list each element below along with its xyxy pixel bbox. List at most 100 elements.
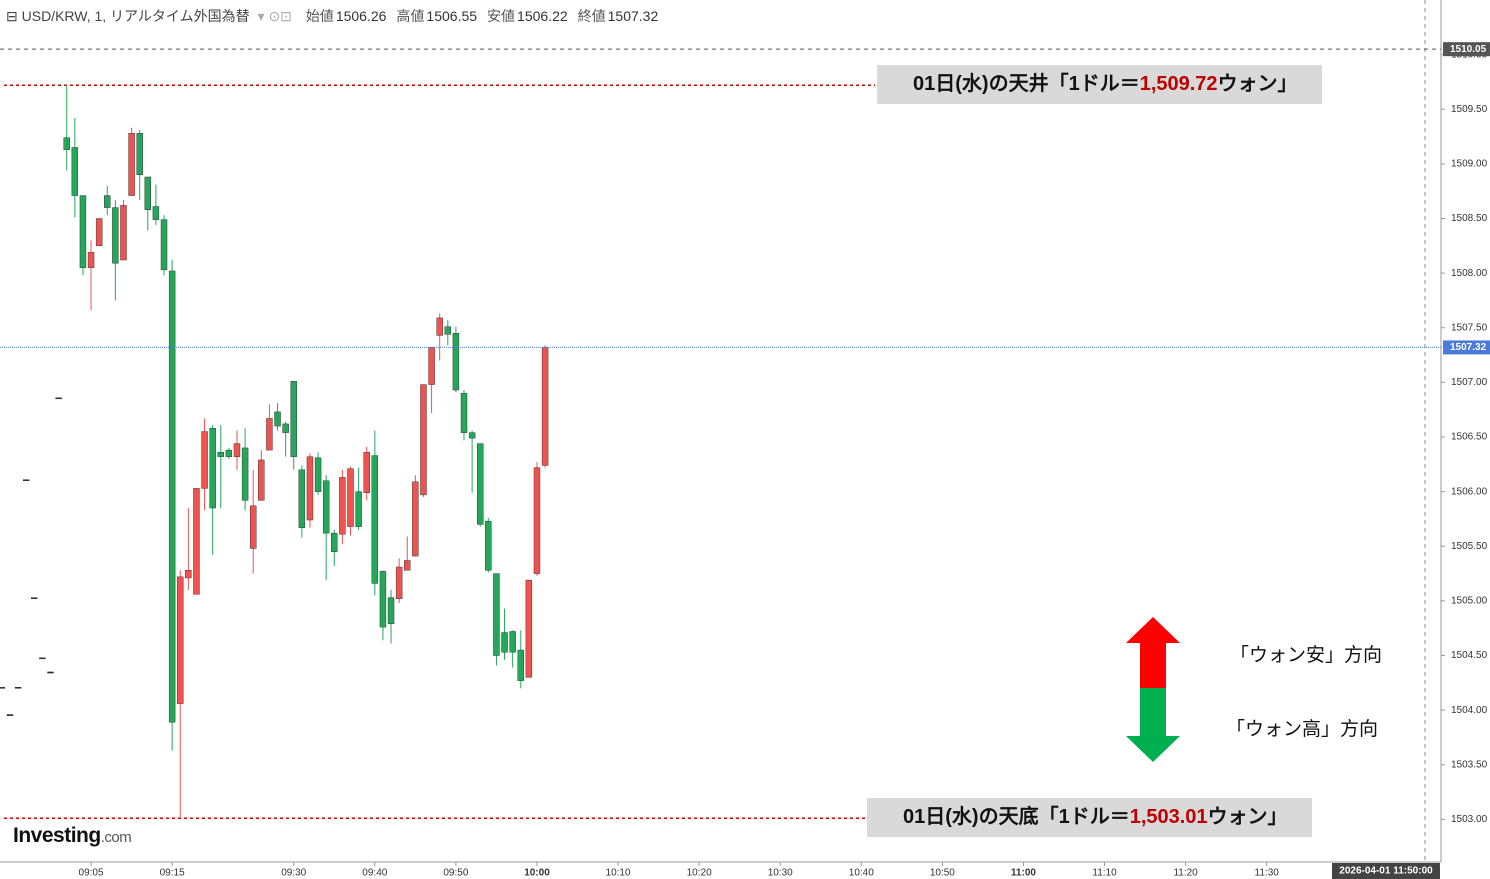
candle-body xyxy=(95,218,103,247)
candle-body xyxy=(22,479,30,482)
candle-body xyxy=(444,326,451,335)
candle-body xyxy=(460,393,468,433)
y-tick-label: 1506.50 xyxy=(1451,432,1488,443)
candle-body xyxy=(177,576,184,704)
candle-body xyxy=(306,456,314,521)
candle-body xyxy=(209,428,216,509)
ohlc-fields: 始値 1506.26 高値 1506.55 安値 1506.22 終値 1507.32 xyxy=(306,8,668,24)
candle-body xyxy=(420,384,427,496)
candle-body xyxy=(258,459,265,501)
candle-body xyxy=(6,714,14,716)
candle-body xyxy=(314,457,322,492)
field-value: 1506.55 xyxy=(426,8,478,24)
candle-body xyxy=(533,467,541,574)
price-marker-box xyxy=(1443,42,1490,57)
candle-body xyxy=(112,207,119,264)
field-value: 1506.22 xyxy=(517,8,568,24)
symbol: USD/KRW, 1, リアルタイム外国為替 xyxy=(21,8,250,24)
candle-body xyxy=(185,570,192,579)
field-value: 1507.32 xyxy=(607,8,659,24)
x-tick-label: 10:30 xyxy=(768,868,793,879)
x-tick-label: 10:50 xyxy=(930,868,955,879)
candle-body xyxy=(395,566,403,599)
candle-body xyxy=(0,686,6,689)
annotation-text: ウォン」 xyxy=(1207,806,1288,829)
candle-body xyxy=(347,468,354,527)
price-marker-label: 1510.05 xyxy=(1450,44,1487,55)
y-tick-label: 1507.00 xyxy=(1451,377,1488,388)
time-marker-label: 2026-04-01 11:50:00 xyxy=(1339,866,1433,877)
collapse-icon[interactable]: ⊟ xyxy=(6,8,18,24)
annotation-text: 01日(水)の天底「1ドル＝ xyxy=(903,806,1130,829)
candle-body xyxy=(509,631,516,653)
logo-suffix: .com xyxy=(100,829,132,846)
annotation-box: 01日(水)の天井「1ドル＝1,509.72ウォン」 xyxy=(877,65,1322,105)
candle-body xyxy=(168,270,176,723)
candle-body xyxy=(379,571,387,628)
annotation-text: ウォン」 xyxy=(1217,73,1298,96)
candle-body xyxy=(193,488,200,595)
y-tick-label: 1504.50 xyxy=(1451,650,1488,661)
candle-body xyxy=(485,520,492,571)
y-tick-label: 1503.50 xyxy=(1451,759,1488,770)
candle-body xyxy=(144,176,152,210)
field-label: 始値 xyxy=(305,8,334,24)
candle-body xyxy=(339,477,346,535)
annotation-value: 1,509.72 xyxy=(1139,73,1218,96)
candle-body xyxy=(39,657,46,660)
candle-body xyxy=(14,686,22,689)
candle-body xyxy=(128,133,135,196)
x-tick-label: 11:20 xyxy=(1173,868,1198,879)
candle-body xyxy=(282,423,289,433)
candle-body xyxy=(136,133,143,176)
x-tick-label: 09:05 xyxy=(79,868,104,879)
y-tick-label: 1505.50 xyxy=(1451,541,1488,552)
time-marker-box xyxy=(1332,863,1440,879)
candle-body xyxy=(274,411,281,427)
y-tick-label: 1506.00 xyxy=(1451,486,1488,497)
direction-label: 「ウォン高」方向 xyxy=(1226,718,1379,740)
candle-body xyxy=(55,397,62,400)
candle-body xyxy=(104,195,111,208)
x-tick-label: 09:30 xyxy=(281,868,306,879)
candle-body xyxy=(331,532,338,552)
candle-body xyxy=(501,632,508,653)
y-tick-label: 1508.50 xyxy=(1451,213,1488,224)
up-arrow xyxy=(1126,617,1180,688)
x-tick-label: 10:20 xyxy=(687,868,712,879)
logo-text: Investing xyxy=(13,824,101,847)
candle-body xyxy=(412,481,419,557)
field-label: 終値 xyxy=(577,8,606,24)
candle-body xyxy=(452,333,460,391)
candle-body xyxy=(355,491,362,527)
candle-body xyxy=(47,671,54,674)
candle-body xyxy=(31,597,38,600)
candle-body xyxy=(120,205,127,261)
direction-label: 「ウォン安」方向 xyxy=(1230,644,1383,666)
candle-body xyxy=(363,452,370,493)
legend-header: ⊟ USD/KRW, 1, リアルタイム外国為替 ▾ ⊙⊡ 始値 1506.26 高… xyxy=(6,6,668,26)
x-tick-label: 11:00 xyxy=(1011,868,1036,879)
x-tick-label: 09:40 xyxy=(362,868,387,879)
annotation-text: 01日(水)の天井「1ドル＝ xyxy=(913,73,1140,96)
candle-body xyxy=(517,649,524,681)
price-marker-label: 1507.32 xyxy=(1450,342,1487,353)
x-tick-label: 11:10 xyxy=(1092,868,1117,879)
candle-body xyxy=(298,469,306,528)
x-tick-label: 09:50 xyxy=(443,868,468,879)
candle-body xyxy=(233,443,241,457)
x-tick-label: 10:40 xyxy=(849,868,874,879)
x-tick-label: 10:00 xyxy=(524,868,550,879)
annotation-box: 01日(水)の天底「1ドル＝1,503.01ウォン」 xyxy=(867,798,1312,838)
candle-body xyxy=(493,573,500,656)
candle-body xyxy=(225,449,233,457)
settings-icons[interactable]: ▾ ⊙⊡ xyxy=(257,8,292,24)
field-label: 高値 xyxy=(396,8,425,24)
candle-body xyxy=(428,347,435,385)
candle-body xyxy=(525,579,533,678)
y-tick-label: 1509.00 xyxy=(1451,159,1488,170)
candle-body xyxy=(468,432,476,439)
price-marker-box xyxy=(1443,340,1490,355)
candle-body xyxy=(87,252,95,268)
